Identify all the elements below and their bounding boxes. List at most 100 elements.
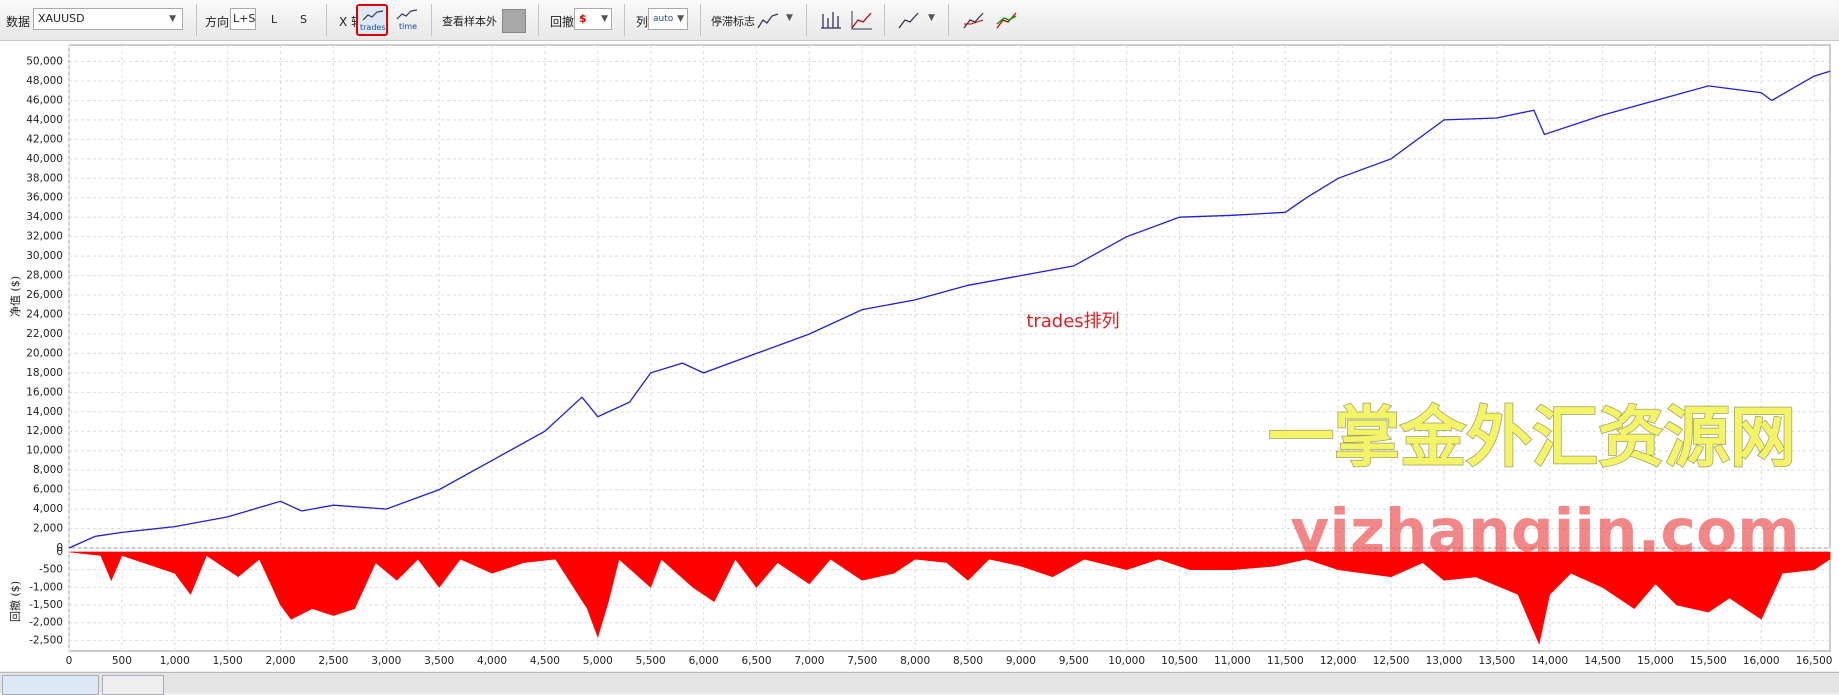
drawdown-area	[68, 551, 1831, 645]
x-tick-label: 14,000	[1531, 655, 1568, 667]
y-tick-label: 46,000	[26, 94, 63, 106]
x-tick-label: 11,000	[1214, 655, 1251, 667]
x-tick-label: 16,000	[1743, 655, 1780, 667]
time-option: time	[399, 22, 418, 31]
y-tick-label: 42,000	[26, 133, 63, 145]
x-tick-label: 13,500	[1478, 655, 1515, 667]
direction-option[interactable]: L+S	[230, 8, 256, 30]
direction-label: 方向	[205, 15, 230, 29]
watermark: 一掌金外汇资源网	[1268, 399, 1796, 476]
data-select[interactable]: XAUUSD ▼	[33, 8, 183, 30]
out-of-sample-label: 查看样本外	[442, 15, 497, 28]
direction-option[interactable]: S	[300, 13, 307, 26]
x-tick-label: 1,000	[160, 655, 190, 667]
y-tick-label: 50,000	[26, 56, 63, 68]
y-tick-label: -2,000	[29, 617, 63, 629]
y-tick-label: 36,000	[26, 192, 63, 204]
x-tick-label: 15,000	[1637, 655, 1674, 667]
chart-icon[interactable]	[898, 10, 920, 30]
status-bar	[0, 672, 1839, 695]
x-tick-label: 13,000	[1426, 655, 1463, 667]
toolbar: 数据 XAUUSD ▼ 方向 L+S L S X 轴 trades time 查看…	[0, 0, 1839, 41]
direction-option-text: L+S	[233, 12, 256, 25]
x-tick-label: 12,500	[1373, 655, 1410, 667]
annotation: trades排列	[1026, 311, 1119, 332]
multi-icon[interactable]	[996, 10, 1018, 30]
x-tick-label: 16,500	[1796, 655, 1833, 667]
data-value: XAUUSD	[38, 12, 85, 25]
x-tick-label: 9,500	[1059, 655, 1089, 667]
y-tick-label: 44,000	[26, 114, 63, 126]
columns-value: auto	[653, 14, 674, 24]
x-axis-trades-button[interactable]: trades	[356, 4, 388, 36]
stagnation-icon[interactable]	[757, 10, 779, 30]
y-tick-label: 4,000	[33, 503, 63, 515]
stagnation-label: 停滞标志	[711, 15, 755, 28]
x-tick-label: 0	[66, 655, 73, 667]
plot-frame	[68, 44, 1831, 549]
x-tick-label: 3,500	[424, 655, 454, 667]
data-label: 数据	[6, 15, 31, 29]
x-tick-label: 6,500	[741, 655, 771, 667]
x-tick-label: 5,000	[583, 655, 613, 667]
y-tick-label: 38,000	[26, 172, 63, 184]
bars-icon[interactable]	[820, 10, 842, 30]
direction-option[interactable]: L	[271, 13, 278, 26]
x-tick-label: 8,500	[953, 655, 983, 667]
drawdown-unit: $	[579, 12, 587, 25]
x-tick-label: 9,000	[1006, 655, 1036, 667]
y-tick-label: -1,000	[29, 581, 63, 593]
x-tick-label: 2,000	[266, 655, 296, 667]
x-tick-label: 7,500	[847, 655, 877, 667]
x-tick-label: 10,000	[1108, 655, 1145, 667]
x-tick-label: 8,000	[900, 655, 930, 667]
y-tick-label: 10,000	[26, 445, 63, 457]
y-tick-label: 34,000	[26, 211, 63, 223]
y-tick-label: 0	[56, 546, 63, 558]
line-icon[interactable]	[851, 10, 873, 30]
y-tick-label: 8,000	[33, 464, 63, 476]
columns-select[interactable]: auto ▼	[648, 8, 688, 30]
y-axis-label: 回撤 ($)	[8, 581, 22, 622]
x-tick-label: 14,500	[1584, 655, 1621, 667]
out-of-sample-button[interactable]	[502, 9, 526, 33]
y-tick-label: -500	[39, 564, 63, 576]
y-tick-label: 16,000	[26, 386, 63, 398]
y-tick-label: 0	[56, 542, 63, 554]
x-tick-label: 1,500	[213, 655, 243, 667]
x-tick-label: 15,500	[1690, 655, 1727, 667]
y-tick-label: 2,000	[33, 523, 63, 535]
x-tick-label: 10,500	[1161, 655, 1198, 667]
y-tick-label: 24,000	[26, 308, 63, 320]
y-tick-label: 28,000	[26, 270, 63, 282]
y-axis-label: 净值 ($)	[8, 276, 22, 317]
y-tick-label: 14,000	[26, 406, 63, 418]
y-tick-label: 30,000	[26, 250, 63, 262]
y-tick-label: 22,000	[26, 328, 63, 340]
trades-option: trades	[360, 23, 386, 32]
x-tick-label: 6,000	[689, 655, 719, 667]
y-tick-label: 48,000	[26, 75, 63, 87]
x-axis-time-button[interactable]: time	[393, 5, 421, 35]
x-tick-label: 7,000	[794, 655, 824, 667]
y-tick-label: 18,000	[26, 367, 63, 379]
x-tick-label: 500	[112, 655, 132, 667]
y-tick-label: 12,000	[26, 425, 63, 437]
y-tick-label: 32,000	[26, 231, 63, 243]
y-tick-label: 6,000	[33, 484, 63, 496]
x-tick-label: 4,500	[530, 655, 560, 667]
x-tick-label: 3,000	[371, 655, 401, 667]
drawdown-select[interactable]: $ ▼	[574, 8, 612, 30]
x-tick-label: 12,000	[1320, 655, 1357, 667]
equity-line	[68, 70, 1831, 549]
chart: 0 2,000 4,000 6,000 8,000 10,000 12,000 14,000 1…	[0, 41, 1839, 671]
y-tick-label: 26,000	[26, 289, 63, 301]
y-tick-label: 20,000	[26, 347, 63, 359]
drawdown-label: 回撤	[550, 15, 575, 29]
x-tick-label: 11,500	[1267, 655, 1304, 667]
columns-label: 列	[636, 15, 649, 29]
compare-icon[interactable]	[963, 10, 985, 30]
y-tick-label: -2,500	[29, 634, 63, 646]
x-tick-label: 2,500	[318, 655, 348, 667]
